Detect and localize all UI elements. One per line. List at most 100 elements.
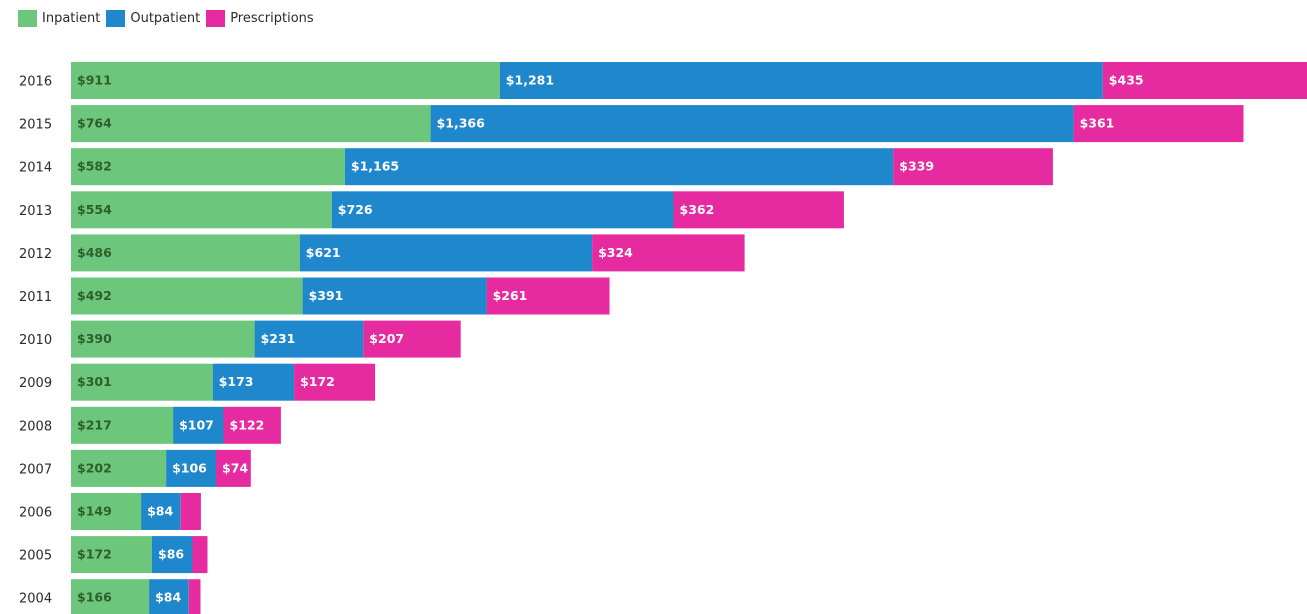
data-label-outpatient: $84 xyxy=(147,504,173,519)
bar-row-2008: 2008 $217 $107 $122 xyxy=(19,406,281,444)
bar-segment-prescriptions[interactable] xyxy=(188,579,201,614)
data-label-outpatient: $106 xyxy=(172,460,207,475)
data-label-inpatient: $149 xyxy=(77,504,112,519)
bar-segment-outpatient[interactable] xyxy=(344,148,894,186)
bar-segment-prescriptions[interactable] xyxy=(294,363,376,401)
bar-row-2010: 2010 $390 $231 $207 xyxy=(19,320,461,358)
data-label-outpatient: $173 xyxy=(219,374,254,389)
bar-segment-inpatient[interactable] xyxy=(71,105,431,143)
bar-row-2011: 2011 $492 $391 $261 xyxy=(19,277,610,315)
bar-row-2013: 2013 $554 $726 $362 xyxy=(19,191,844,229)
data-label-inpatient: $764 xyxy=(77,116,112,131)
data-label-prescriptions: $74 xyxy=(222,460,248,475)
data-label-prescriptions: $361 xyxy=(1080,116,1115,131)
bar-segment-prescriptions[interactable] xyxy=(223,406,281,444)
bar-segment-outpatient[interactable] xyxy=(166,449,216,487)
bar-segment-inpatient[interactable] xyxy=(71,191,332,229)
data-label-prescriptions: $207 xyxy=(369,331,404,346)
bar-segment-inpatient[interactable] xyxy=(71,320,255,358)
y-tick-label: 2004 xyxy=(19,592,52,607)
data-label-inpatient: $492 xyxy=(77,288,112,303)
legend-swatch-outpatient xyxy=(106,9,126,27)
legend-item-outpatient[interactable]: Outpatient xyxy=(106,9,201,27)
data-label-outpatient: $1,366 xyxy=(437,116,486,131)
bar-segment-prescriptions[interactable] xyxy=(486,277,610,315)
y-tick-label: 2016 xyxy=(19,75,52,90)
bar-segment-inpatient[interactable] xyxy=(71,148,345,186)
y-tick-label: 2010 xyxy=(19,333,52,348)
bar-segment-prescriptions[interactable] xyxy=(673,191,844,229)
bar-segment-outpatient[interactable] xyxy=(212,363,295,401)
data-label-prescriptions: $122 xyxy=(230,417,265,432)
legend: Inpatient Outpatient Prescriptions xyxy=(18,8,320,28)
bar-segment-outpatient[interactable] xyxy=(302,277,487,315)
data-label-inpatient: $172 xyxy=(77,547,112,562)
data-label-inpatient: $911 xyxy=(77,73,112,88)
y-tick-label: 2008 xyxy=(19,419,52,434)
bar-segment-outpatient[interactable] xyxy=(141,493,181,530)
data-label-outpatient: $86 xyxy=(158,547,184,562)
bar-segment-prescriptions[interactable] xyxy=(1073,105,1244,143)
data-label-outpatient: $1,165 xyxy=(351,159,399,174)
bar-segment-inpatient[interactable] xyxy=(71,449,167,487)
bar-row-2004: 2004 $166 $84 xyxy=(19,579,201,614)
bar-segment-outpatient[interactable] xyxy=(254,320,364,358)
data-label-inpatient: $486 xyxy=(77,245,112,260)
y-tick-label: 2006 xyxy=(19,506,52,521)
bar-segment-outpatient[interactable] xyxy=(430,105,1074,143)
legend-swatch-inpatient xyxy=(18,9,37,27)
data-label-inpatient: $202 xyxy=(77,460,112,475)
data-label-inpatient: $390 xyxy=(77,331,112,346)
bar-segment-prescriptions[interactable] xyxy=(363,320,461,358)
data-label-outpatient: $231 xyxy=(261,331,296,346)
bar-segment-prescriptions[interactable] xyxy=(893,148,1053,186)
bar-segment-outpatient[interactable] xyxy=(173,406,224,444)
bar-row-2012: 2012 $486 $621 $324 xyxy=(19,234,745,272)
bar-segment-inpatient[interactable] xyxy=(71,363,213,401)
data-label-outpatient: $107 xyxy=(179,417,214,432)
legend-swatch-prescriptions xyxy=(206,9,226,27)
bar-row-2005: 2005 $172 $86 xyxy=(19,536,208,574)
bar-row-2014: 2014 $582 $1,165 $339 xyxy=(19,148,1053,186)
bar-segment-outpatient[interactable] xyxy=(152,536,193,574)
legend-item-inpatient[interactable]: Inpatient xyxy=(18,9,100,27)
data-label-prescriptions: $261 xyxy=(493,288,528,303)
y-tick-label: 2012 xyxy=(19,247,52,262)
bar-segment-inpatient[interactable] xyxy=(71,406,174,444)
bar-segment-outpatient[interactable] xyxy=(149,579,189,614)
bar-segment-inpatient[interactable] xyxy=(71,536,152,574)
bar-segment-outpatient[interactable] xyxy=(499,62,1103,99)
legend-item-prescriptions[interactable]: Prescriptions xyxy=(206,9,314,27)
y-tick-label: 2013 xyxy=(19,204,52,219)
legend-label-outpatient: Outpatient xyxy=(130,10,201,26)
bar-segment-inpatient[interactable] xyxy=(71,277,303,315)
y-tick-label: 2005 xyxy=(19,549,52,564)
bar-segment-prescriptions[interactable] xyxy=(192,536,208,574)
data-label-inpatient: $217 xyxy=(77,417,112,432)
y-tick-label: 2009 xyxy=(19,376,52,391)
data-label-inpatient: $301 xyxy=(77,374,112,389)
bar-row-2016: 2016 $911 $1,281 $435 xyxy=(19,62,1307,99)
data-label-prescriptions: $324 xyxy=(598,245,633,260)
bar-segment-inpatient[interactable] xyxy=(71,493,142,530)
data-label-prescriptions: $172 xyxy=(300,374,335,389)
bar-segment-inpatient[interactable] xyxy=(71,579,150,614)
bar-segment-prescriptions[interactable] xyxy=(216,449,251,487)
legend-label-prescriptions: Prescriptions xyxy=(230,10,314,26)
bar-segment-outpatient[interactable] xyxy=(331,191,674,229)
y-tick-label: 2014 xyxy=(19,161,52,176)
data-label-prescriptions: $339 xyxy=(899,159,934,174)
data-label-outpatient: $1,281 xyxy=(506,73,554,88)
bar-segment-inpatient[interactable] xyxy=(71,62,500,99)
bar-segment-inpatient[interactable] xyxy=(71,234,300,272)
bar-segment-prescriptions[interactable] xyxy=(1102,62,1307,99)
data-label-inpatient: $582 xyxy=(77,159,112,174)
bar-row-2009: 2009 $301 $173 $172 xyxy=(19,363,376,401)
data-label-outpatient: $621 xyxy=(306,245,341,260)
bar-segment-prescriptions[interactable] xyxy=(592,234,745,272)
data-label-outpatient: $726 xyxy=(338,202,373,217)
bar-segment-outpatient[interactable] xyxy=(299,234,593,272)
bar-row-2015: 2015 $764 $1,366 $361 xyxy=(19,105,1244,143)
y-tick-label: 2015 xyxy=(19,118,52,133)
bar-segment-prescriptions[interactable] xyxy=(180,493,201,530)
